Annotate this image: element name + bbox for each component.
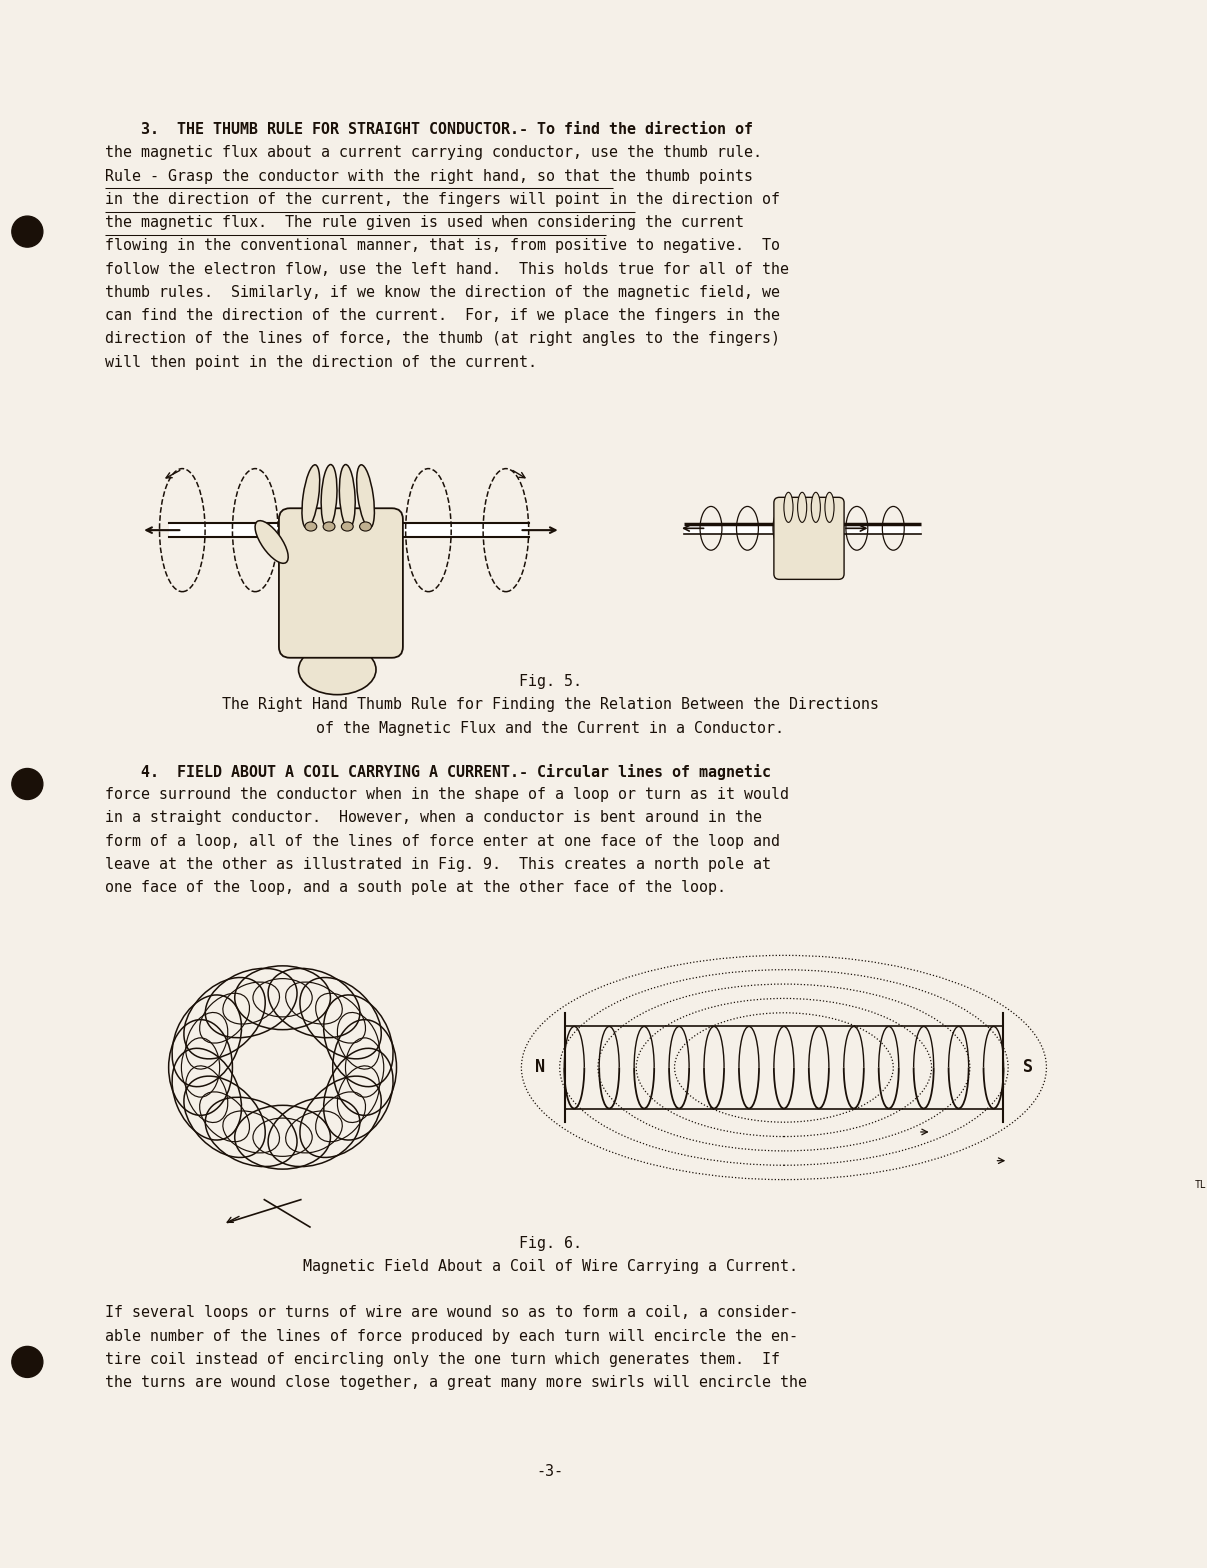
Circle shape <box>12 768 42 800</box>
Text: direction of the lines of force, the thumb (at right angles to the fingers): direction of the lines of force, the thu… <box>105 331 780 347</box>
Text: 3.  THE THUMB RULE FOR STRAIGHT CONDUCTOR.- To find the direction of: 3. THE THUMB RULE FOR STRAIGHT CONDUCTOR… <box>105 122 753 138</box>
Text: -3-: -3- <box>537 1465 564 1479</box>
Ellipse shape <box>339 464 355 528</box>
Ellipse shape <box>323 522 336 532</box>
Text: the magnetic flux about a current carrying conductor, use the thumb rule.: the magnetic flux about a current carryi… <box>105 146 762 160</box>
Ellipse shape <box>321 464 337 528</box>
Ellipse shape <box>783 492 793 522</box>
Ellipse shape <box>342 522 354 532</box>
Text: thumb rules.  Similarly, if we know the direction of the magnetic field, we: thumb rules. Similarly, if we know the d… <box>105 285 780 299</box>
Text: leave at the other as illustrated in Fig. 9.  This creates a north pole at: leave at the other as illustrated in Fig… <box>105 858 771 872</box>
Text: Fig. 5.: Fig. 5. <box>519 674 582 690</box>
Text: in a straight conductor.  However, when a conductor is bent around in the: in a straight conductor. However, when a… <box>105 811 762 825</box>
Ellipse shape <box>811 492 821 522</box>
Circle shape <box>12 1347 42 1377</box>
Text: S: S <box>1024 1058 1033 1077</box>
Bar <box>169 522 529 538</box>
FancyBboxPatch shape <box>279 508 403 657</box>
Text: tire coil instead of encircling only the one turn which generates them.  If: tire coil instead of encircling only the… <box>105 1352 780 1367</box>
Text: will then point in the direction of the current.: will then point in the direction of the … <box>105 354 537 370</box>
FancyBboxPatch shape <box>774 497 844 579</box>
Text: follow the electron flow, use the left hand.  This holds true for all of the: follow the electron flow, use the left h… <box>105 262 789 276</box>
Ellipse shape <box>356 464 374 528</box>
Ellipse shape <box>298 644 377 695</box>
Text: N: N <box>535 1058 544 1077</box>
Text: TL-159: TL-159 <box>1195 1179 1207 1190</box>
Text: in the direction of the current, the fingers will point in the direction of: in the direction of the current, the fin… <box>105 191 780 207</box>
Text: flowing in the conventional manner, that is, from positive to negative.  To: flowing in the conventional manner, that… <box>105 238 780 254</box>
Ellipse shape <box>305 522 316 532</box>
Text: the magnetic flux.  The rule given is used when considering the current: the magnetic flux. The rule given is use… <box>105 215 744 230</box>
Text: The Right Hand Thumb Rule for Finding the Relation Between the Directions: The Right Hand Thumb Rule for Finding th… <box>222 698 879 712</box>
Text: Rule - Grasp the conductor with the right hand, so that the thumb points: Rule - Grasp the conductor with the righ… <box>105 169 753 183</box>
Text: able number of the lines of force produced by each turn will encircle the en-: able number of the lines of force produc… <box>105 1328 798 1344</box>
Text: If several loops or turns of wire are wound so as to form a coil, a consider-: If several loops or turns of wire are wo… <box>105 1306 798 1320</box>
Text: Magnetic Field About a Coil of Wire Carrying a Current.: Magnetic Field About a Coil of Wire Carr… <box>303 1259 798 1275</box>
Text: can find the direction of the current.  For, if we place the fingers in the: can find the direction of the current. F… <box>105 309 780 323</box>
Text: force surround the conductor when in the shape of a loop or turn as it would: force surround the conductor when in the… <box>105 787 789 803</box>
Text: 4.  FIELD ABOUT A COIL CARRYING A CURRENT.- Circular lines of magnetic: 4. FIELD ABOUT A COIL CARRYING A CURRENT… <box>105 764 771 779</box>
Ellipse shape <box>249 1038 316 1098</box>
Bar <box>683 524 921 533</box>
Ellipse shape <box>255 521 288 563</box>
Text: form of a loop, all of the lines of force enter at one face of the loop and: form of a loop, all of the lines of forc… <box>105 834 780 848</box>
Ellipse shape <box>360 522 372 532</box>
Ellipse shape <box>798 492 806 522</box>
Ellipse shape <box>824 492 834 522</box>
Circle shape <box>12 216 42 248</box>
Text: one face of the loop, and a south pole at the other face of the loop.: one face of the loop, and a south pole a… <box>105 880 725 895</box>
Text: Fig. 6.: Fig. 6. <box>519 1236 582 1251</box>
Text: the turns are wound close together, a great many more swirls will encircle the: the turns are wound close together, a gr… <box>105 1375 806 1391</box>
Text: of the Magnetic Flux and the Current in a Conductor.: of the Magnetic Flux and the Current in … <box>316 721 785 735</box>
Ellipse shape <box>302 464 320 528</box>
